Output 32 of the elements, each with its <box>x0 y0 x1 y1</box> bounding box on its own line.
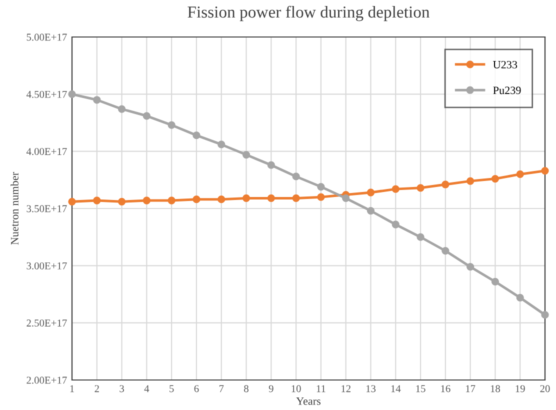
x-tick-label: 3 <box>120 385 124 392</box>
chart-title: Fission power flow during depletion <box>188 6 430 22</box>
x-tick-label: 17 <box>466 385 476 392</box>
y-tick-label: 2.50E+17 <box>26 320 67 327</box>
x-tick-label: 1 <box>70 385 74 392</box>
x-tick-label: 7 <box>219 385 224 392</box>
y-tick-label: 5.00E+17 <box>26 34 67 41</box>
x-tick-label: 20 <box>540 385 550 392</box>
x-tick-label: 18 <box>490 385 500 392</box>
x-tick-label: 12 <box>342 385 350 392</box>
legend-label: U233 <box>493 60 518 68</box>
y-tick-label: 4.00E+17 <box>26 148 67 156</box>
x-tick-label: 4 <box>144 385 150 392</box>
x-tick-label: 11 <box>316 385 326 392</box>
y-axis-title: Nuetron number <box>10 172 18 245</box>
x-tick-label: 9 <box>268 385 274 392</box>
x-axis-title: Years <box>296 398 320 405</box>
x-tick-label: 2 <box>94 385 99 392</box>
x-tick-label: 6 <box>194 385 199 392</box>
x-tick-label: 19 <box>516 385 525 392</box>
y-tick-label: 4.50E+17 <box>26 90 67 98</box>
y-tick-label: 3.50E+17 <box>26 205 67 212</box>
x-tick-label: 10 <box>292 385 301 392</box>
legend-label: Pu239 <box>493 86 521 94</box>
x-tick-label: 8 <box>244 385 248 392</box>
x-tick-label: 14 <box>391 385 401 392</box>
y-tick-label: 2.00E+17 <box>26 376 67 384</box>
x-tick-label: 16 <box>441 385 450 392</box>
x-tick-label: 5 <box>170 385 174 392</box>
y-tick-label: 3.00E+17 <box>26 262 67 270</box>
x-tick-label: 15 <box>416 385 426 392</box>
x-tick-label: 13 <box>366 385 376 392</box>
